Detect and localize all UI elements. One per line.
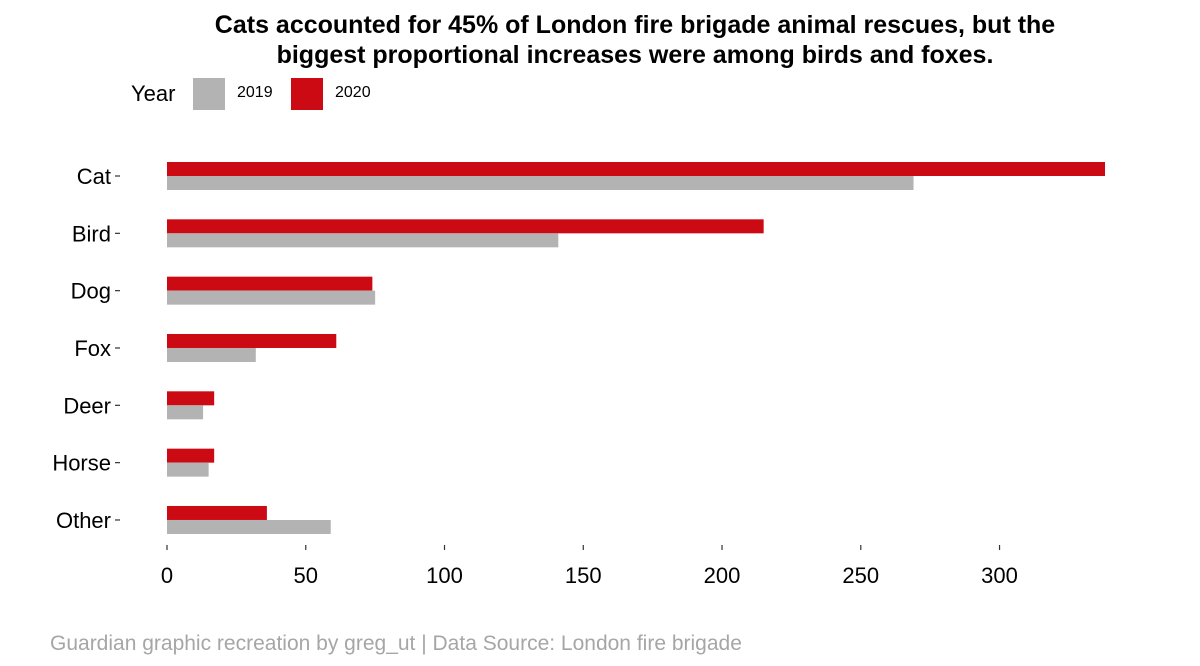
bar-fox-2019 (167, 347, 256, 362)
y-tick-label-deer: Deer (63, 393, 111, 418)
bar-dog-2019 (167, 290, 376, 305)
bar-horse-2019 (167, 462, 209, 477)
x-tick-label-150: 150 (565, 563, 602, 588)
chart-title-line-2: biggest proportional increases were amon… (276, 41, 994, 69)
x-tick-label-50: 50 (294, 563, 318, 588)
bar-bird-2020 (167, 219, 764, 234)
y-tick-label-cat: Cat (77, 164, 111, 189)
chart-title-line-1: Cats accounted for 45% of London fire br… (214, 11, 1056, 39)
y-tick-label-dog: Dog (71, 279, 111, 304)
legend-title: Year (131, 81, 176, 106)
x-tick-label-300: 300 (981, 563, 1018, 588)
x-tick-label-100: 100 (426, 563, 463, 588)
bar-bird-2019 (167, 233, 559, 248)
bar-other-2019 (167, 519, 331, 534)
x-tick-label-250: 250 (842, 563, 879, 588)
legend-key-2019 (193, 78, 225, 110)
bar-horse-2020 (167, 448, 215, 463)
chart-title: Cats accounted for 45% of London fire br… (140, 10, 1130, 70)
bar-cat-2019 (167, 176, 914, 190)
legend-key-2020 (291, 78, 323, 110)
bar-deer-2020 (167, 391, 215, 406)
caption: Guardian graphic recreation by greg_ut |… (50, 632, 742, 655)
legend-label-2020: 2020 (335, 84, 371, 101)
y-tick-label-bird: Bird (72, 221, 111, 246)
y-tick-label-fox: Fox (74, 336, 111, 361)
y-tick-label-horse: Horse (52, 451, 111, 476)
x-tick-label-0: 0 (161, 563, 173, 588)
bar-cat-2020 (167, 162, 1105, 176)
y-tick-label-other: Other (56, 508, 111, 533)
bar-other-2020 (167, 505, 267, 520)
bar-deer-2019 (167, 405, 204, 420)
legend-label-2019: 2019 (237, 84, 273, 101)
x-tick-label-200: 200 (704, 563, 741, 588)
bar-dog-2020 (167, 276, 373, 291)
bar-fox-2020 (167, 333, 337, 348)
